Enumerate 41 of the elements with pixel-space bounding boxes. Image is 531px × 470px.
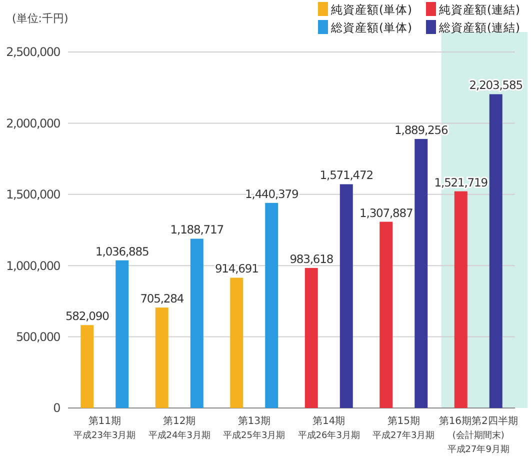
y-axis-title: (単位:千円) <box>12 12 68 25</box>
legend-label: 総資産額(単体) <box>330 20 412 34</box>
x-tick-label: 第11期平成23年3月期 <box>74 415 136 441</box>
bar <box>304 268 318 408</box>
bar <box>116 260 129 408</box>
bar <box>489 94 502 408</box>
bar <box>230 278 244 408</box>
bar <box>80 325 94 408</box>
x-tick-label: 第15期平成27年3月期 <box>372 415 435 441</box>
data-label: 1,188,717 <box>170 222 224 237</box>
y-tick-label: 1,000,000 <box>6 258 60 273</box>
data-label: 582,090 <box>65 309 110 324</box>
data-label: 1,571,472 <box>320 168 374 182</box>
data-label: 1,036,885 <box>96 244 149 258</box>
data-label: 705,284 <box>140 292 184 306</box>
x-tick-label: 第14期平成26年3月期 <box>298 415 360 441</box>
data-label: 1,307,887 <box>360 206 413 220</box>
y-tick-label: 500,000 <box>16 330 60 344</box>
legend-label: 総資産額(連結) <box>438 20 520 34</box>
data-label: 1,889,256 <box>394 122 448 137</box>
y-tick-label: 2,500,000 <box>6 45 60 60</box>
bar <box>340 184 353 408</box>
x-tick-label: 第12期平成24年3月期 <box>148 415 210 441</box>
data-label: 914,691 <box>214 262 259 276</box>
legend-label: 純資産額(連結) <box>439 2 520 16</box>
bar <box>190 238 204 408</box>
y-tick-label: 0 <box>53 401 60 416</box>
bar <box>380 222 393 408</box>
data-label: 983,618 <box>290 252 334 266</box>
bar <box>454 191 468 408</box>
y-tick-label: 1,500,000 <box>6 188 60 202</box>
bar <box>265 202 278 408</box>
bar <box>414 138 428 408</box>
legend-label: 純資産額(単体) <box>331 2 412 16</box>
x-tick-label: 第13期平成25年3月期 <box>223 415 286 441</box>
x-tick-label: 第16期第2四半期(会計期間末)平成27年9月期 <box>438 415 518 455</box>
y-tick-label: 2,000,000 <box>6 116 60 130</box>
bar <box>155 308 168 408</box>
data-label: 2,203,585 <box>469 78 523 92</box>
data-label: 1,521,719 <box>434 175 488 190</box>
data-label: 1,440,379 <box>245 186 298 201</box>
